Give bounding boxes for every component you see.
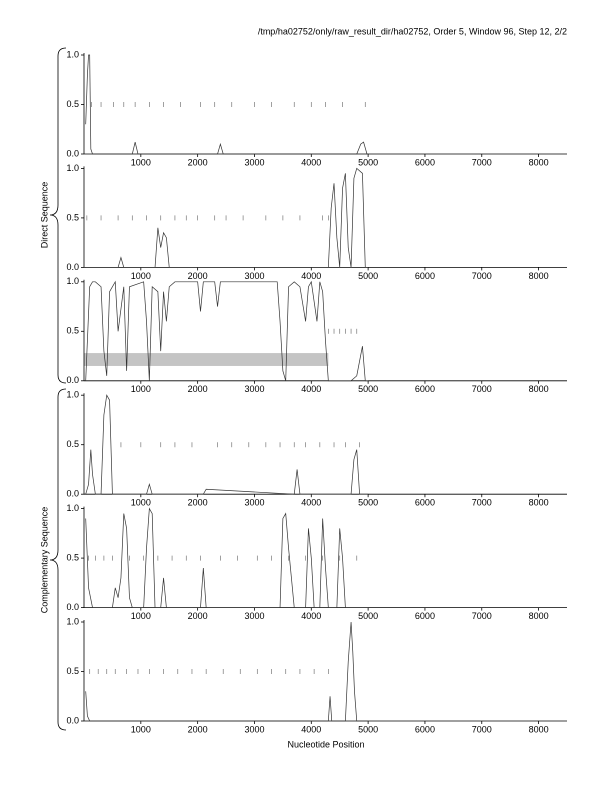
x-tick-label: 7000 xyxy=(472,611,492,621)
y-tick-label: 0.5 xyxy=(66,326,79,336)
x-tick-label: 8000 xyxy=(529,724,549,734)
x-tick-label: 3000 xyxy=(244,271,264,281)
x-tick-label: 6000 xyxy=(415,498,435,508)
x-tick-label: 1000 xyxy=(131,611,151,621)
y-tick-label: 0.0 xyxy=(66,375,79,385)
x-tick-label: 2000 xyxy=(188,157,208,167)
x-tick-label: 1000 xyxy=(131,157,151,167)
x-tick-label: 4000 xyxy=(301,611,321,621)
x-tick-label: 7000 xyxy=(472,157,492,167)
x-tick-label: 6000 xyxy=(415,384,435,394)
x-tick-label: 6000 xyxy=(415,611,435,621)
x-tick-label: 5000 xyxy=(358,271,378,281)
x-tick-label: 5000 xyxy=(358,384,378,394)
coding-potential-line xyxy=(85,507,369,608)
x-tick-label: 3000 xyxy=(244,384,264,394)
x-tick-label: 2000 xyxy=(188,724,208,734)
highlight-band xyxy=(84,353,329,366)
x-tick-label: 4000 xyxy=(301,271,321,281)
x-tick-label: 2000 xyxy=(188,384,208,394)
x-tick-label: 5000 xyxy=(358,611,378,621)
x-tick-label: 8000 xyxy=(529,498,549,508)
x-tick-label: 3000 xyxy=(244,724,264,734)
x-tick-label: 7000 xyxy=(472,724,492,734)
y-tick-label: 0.0 xyxy=(66,602,79,612)
x-tick-label: 8000 xyxy=(529,384,549,394)
y-tick-label: 0.0 xyxy=(66,489,79,499)
y-tick-label: 0.0 xyxy=(66,715,79,725)
coding-potential-line xyxy=(85,394,369,495)
x-tick-label: 6000 xyxy=(415,271,435,281)
x-tick-label: 2000 xyxy=(188,498,208,508)
x-tick-label: 8000 xyxy=(529,271,549,281)
y-tick-label: 0.5 xyxy=(66,552,79,562)
header: /tmp/ha02752/only/raw_result_dir/ha02752… xyxy=(258,26,567,36)
x-tick-label: 1000 xyxy=(131,384,151,394)
x-tick-label: 7000 xyxy=(472,384,492,394)
coding-potential-line xyxy=(85,54,369,155)
x-tick-label: 5000 xyxy=(358,724,378,734)
x-tick-label: 3000 xyxy=(244,611,264,621)
x-tick-label: 3000 xyxy=(244,498,264,508)
x-tick-label: 4000 xyxy=(301,724,321,734)
x-tick-label: 1000 xyxy=(131,271,151,281)
y-tick-label: 1.0 xyxy=(66,390,79,400)
x-tick-label: 4000 xyxy=(301,498,321,508)
x-tick-label: 7000 xyxy=(472,498,492,508)
x-tick-label: 7000 xyxy=(472,271,492,281)
x-tick-label: 1000 xyxy=(131,498,151,508)
brace xyxy=(49,388,67,731)
coding-potential-line xyxy=(85,621,369,722)
x-axis-label: Nucleotide Position xyxy=(287,739,364,749)
group-label: Direct Sequence xyxy=(39,182,49,249)
x-tick-label: 6000 xyxy=(415,157,435,167)
y-tick-label: 0.5 xyxy=(66,439,79,449)
coding-potential-line xyxy=(85,280,369,382)
x-tick-label: 2000 xyxy=(188,271,208,281)
x-tick-label: 5000 xyxy=(358,498,378,508)
x-tick-label: 5000 xyxy=(358,157,378,167)
y-tick-label: 1.0 xyxy=(66,163,79,173)
y-tick-label: 0.5 xyxy=(66,666,79,676)
x-tick-label: 2000 xyxy=(188,611,208,621)
x-tick-label: 4000 xyxy=(301,157,321,167)
group-label: Complementary Sequence xyxy=(39,507,49,614)
x-tick-label: 1000 xyxy=(131,724,151,734)
y-tick-label: 0.0 xyxy=(66,148,79,158)
y-tick-label: 1.0 xyxy=(66,49,79,59)
y-tick-label: 0.0 xyxy=(66,262,79,272)
brace xyxy=(49,47,67,384)
x-tick-label: 8000 xyxy=(529,157,549,167)
x-tick-label: 6000 xyxy=(415,724,435,734)
x-tick-label: 8000 xyxy=(529,611,549,621)
x-tick-label: 4000 xyxy=(301,384,321,394)
y-tick-label: 1.0 xyxy=(66,616,79,626)
coding-potential-line xyxy=(85,167,369,268)
y-tick-label: 1.0 xyxy=(66,503,79,513)
y-tick-label: 0.5 xyxy=(66,99,79,109)
y-tick-label: 1.0 xyxy=(66,276,79,286)
y-tick-label: 0.5 xyxy=(66,212,79,222)
x-tick-label: 3000 xyxy=(244,157,264,167)
